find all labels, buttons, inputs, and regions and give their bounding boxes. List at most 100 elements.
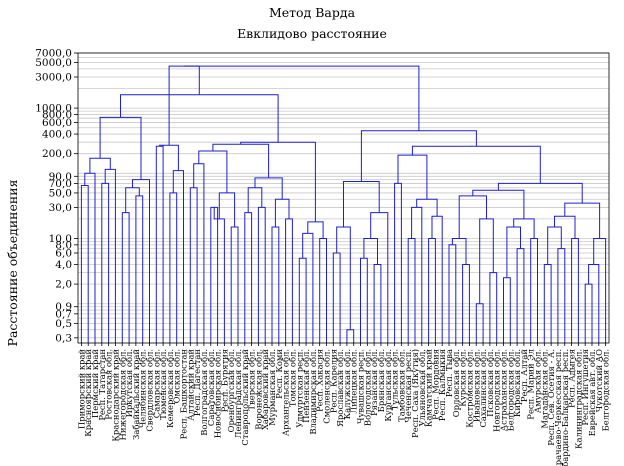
leaf-label-38: Ярославская обл. <box>335 349 345 427</box>
y-axis-label: Расстояние объединения <box>5 179 20 346</box>
leaf-label-50: Ульяновская обл. <box>417 349 427 427</box>
merge-link-14 <box>189 187 198 343</box>
leaf-label-35: Респ. Хакасия <box>315 349 325 412</box>
merge-link-56 <box>479 218 494 304</box>
leaf-label-62: Астраханская обл. <box>499 349 509 431</box>
leaf-label-75: Еврейская авт. обл. <box>587 349 597 436</box>
leaf-label-53: Респ. Калмыкия <box>437 349 447 421</box>
ytick-label-14: 400,0 <box>42 129 72 141</box>
leaf-label-27: Хабаровский край <box>260 349 270 430</box>
ytick-label-1: 0,5 <box>55 318 72 330</box>
ytick-label-7: 8,0 <box>55 239 72 251</box>
leaf-label-68: Магаданская обл. <box>539 349 549 429</box>
leaf-label-11: Самарская обл. <box>151 349 161 418</box>
ytick-label-18: 3000,0 <box>35 71 72 83</box>
merge-link-46 <box>411 206 423 343</box>
merge-link-51 <box>448 244 457 343</box>
leaf-label-10: Свердловская обл. <box>145 349 155 432</box>
merge-link-23 <box>247 187 263 213</box>
leaf-label-48: Чеченская респ. <box>403 349 413 423</box>
merge-link-3 <box>104 168 116 343</box>
leaf-label-19: Саратовская обл. <box>206 349 216 426</box>
leaf-label-24: Ставропольский край <box>240 349 250 446</box>
ytick-label-20: 7000,0 <box>35 48 72 60</box>
leaf-label-63: Белгородская обл. <box>505 349 515 431</box>
leaf-label-29: Респ. Коми <box>274 349 284 399</box>
leaf-label-36: Смоленская обл. <box>322 349 332 424</box>
leaf-label-0: Приморский край <box>76 349 86 430</box>
merge-link-67 <box>571 238 579 343</box>
ytick-label-6: 6,0 <box>55 247 72 259</box>
ytick-label-13: 200,0 <box>42 148 72 160</box>
ytick-label-3: 0,9 <box>55 301 72 313</box>
leaf-label-47: Тамбовская обл. <box>396 349 406 422</box>
merge-link-30 <box>302 232 314 343</box>
merge-link-72 <box>564 202 601 239</box>
merge-link-33 <box>240 141 316 222</box>
ytick-label-11: 70,0 <box>49 178 72 190</box>
leaf-label-32: Удмуртская респ. <box>294 349 304 428</box>
leaf-label-21: Респ. Бурятия <box>219 349 229 412</box>
merge-link-43 <box>343 181 380 227</box>
ytick-label-10: 50,0 <box>49 187 72 199</box>
leaf-label-25: Тверская обл. <box>247 349 257 411</box>
merge-link-75 <box>360 130 477 182</box>
leaf-label-8: Забайкальский край <box>131 349 141 440</box>
ytick-label-0: 0,3 <box>55 332 72 344</box>
merge-link-15 <box>193 163 205 343</box>
leaf-label-6: Нижегородская обл. <box>117 349 127 440</box>
merge-link-59 <box>516 248 525 343</box>
leaf-label-71: Кабардино-Балкарская респ. <box>560 349 570 466</box>
leaf-label-64: Кировская обл. <box>512 349 522 417</box>
leaf-label-22: Оренбургская обл. <box>226 349 236 432</box>
merge-link-47 <box>428 238 436 343</box>
merge-link-24 <box>271 226 280 343</box>
ytick-label-19: 5000,0 <box>35 57 72 69</box>
leaf-label-5: Краснодарский край <box>110 349 120 442</box>
leaf-label-40: Липецкая обл. <box>349 349 359 414</box>
leaf-label-45: Курганская обл. <box>383 349 393 422</box>
leaf-label-20: Новосибирская обл. <box>213 349 223 438</box>
leaf-label-59: Сахалинская обл. <box>478 349 488 428</box>
leaf-label-16: Алтайский край <box>185 349 195 421</box>
merge-link-16 <box>210 206 219 343</box>
leaf-label-70: Карачаево-Черкесская респ. <box>553 349 563 466</box>
merge-link-25 <box>285 218 293 343</box>
leaf-label-76: Чукотский АО <box>594 349 604 412</box>
ytick-label-9: 30,0 <box>49 202 72 214</box>
leaf-label-67: Амурская обл. <box>533 349 543 413</box>
leaf-label-7: Иркутская обл. <box>124 349 134 417</box>
merge-link-7 <box>125 187 140 213</box>
ytick-label-5: 4,0 <box>55 259 72 271</box>
leaf-label-28: Мурманская обл. <box>267 349 277 426</box>
merge-link-74 <box>411 145 541 184</box>
merge-link-65 <box>557 248 566 343</box>
merge-link-55 <box>489 272 498 343</box>
leaf-label-34: Владимирская обл. <box>308 349 318 435</box>
leaf-label-23: Ленинградская обл. <box>233 349 243 439</box>
chart-title: Метод Варда <box>269 5 356 20</box>
merge-link-32 <box>307 221 324 239</box>
leaf-label-65: Респ. Алтай <box>519 349 529 402</box>
merge-link-66 <box>547 226 562 265</box>
merge-link-39 <box>360 257 368 343</box>
merge-link-35 <box>168 65 200 146</box>
merge-link-61 <box>530 238 538 343</box>
merge-link-26 <box>274 198 290 227</box>
merge-link-12 <box>172 170 184 343</box>
merge-link-29 <box>298 257 307 343</box>
ytick-label-16: 800,0 <box>42 109 72 121</box>
leaf-label-69: Респ. Сев. Осетия - А. <box>546 349 556 446</box>
leaf-label-51: Камчатский край <box>424 349 434 427</box>
merge-link-41 <box>363 238 378 265</box>
leaf-label-46: Тульская обл. <box>390 349 400 410</box>
merge-link-45 <box>407 238 416 343</box>
merge-link-31 <box>319 238 327 343</box>
leaf-label-3: Респ. Татарстан <box>97 349 107 421</box>
merge-link-71 <box>593 238 607 343</box>
leaf-label-4: Ростовская обл. <box>104 349 114 420</box>
leaf-label-41: Чувашская респ. <box>356 349 366 424</box>
leaf-label-17: Респ. Дагестан <box>192 349 202 417</box>
